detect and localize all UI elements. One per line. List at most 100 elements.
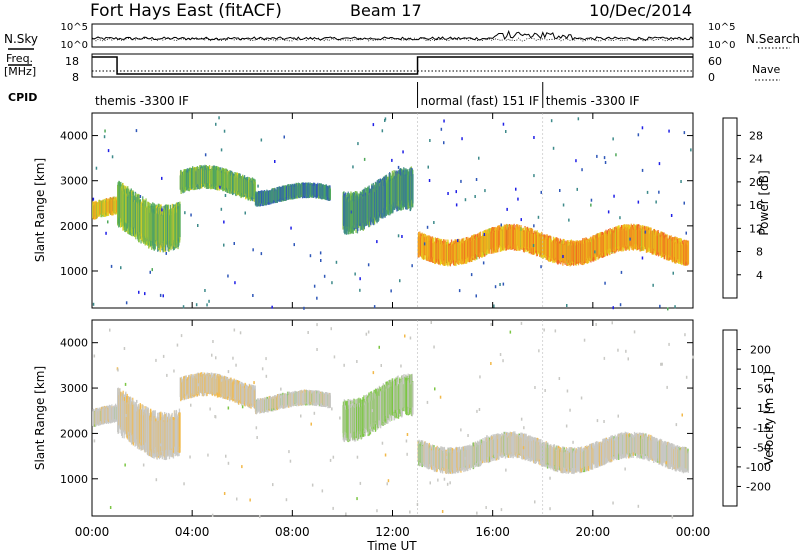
noise-search-label: N.Search (746, 32, 800, 46)
echo-speck (104, 129, 106, 133)
freq-left-tick-low: 8 (72, 71, 79, 84)
echo-speck (384, 117, 387, 121)
echo-speck (683, 201, 685, 205)
echo-speck (319, 251, 322, 255)
echo-speck (227, 274, 229, 278)
echo-speck (537, 215, 540, 219)
y-tick-label: 2000 (60, 220, 88, 233)
echo-speck (680, 180, 682, 183)
echo-cell (412, 381, 414, 415)
echo-speck (502, 122, 505, 126)
freq-right-tick-high: 60 (708, 55, 722, 68)
echo-speck (161, 208, 163, 212)
colorbar-tick-label: 12 (749, 222, 763, 235)
noise-sky-label: N.Sky (4, 32, 38, 46)
echo-speck (562, 203, 565, 207)
echo-speck (257, 184, 259, 188)
echo-speck (590, 203, 592, 207)
site-title: Fort Hays East (fitACF) (90, 1, 282, 21)
echo-speck (219, 185, 221, 189)
echo-speck (493, 304, 495, 308)
echo-speck (474, 195, 476, 198)
echo-speck (372, 123, 375, 127)
echo-cell (412, 174, 414, 204)
echo-speck (590, 198, 593, 202)
echo-speck (443, 141, 445, 145)
echo-speck (151, 268, 153, 272)
echo-speck (596, 154, 598, 158)
echo-speck (637, 200, 640, 204)
echo-speck (517, 197, 519, 201)
echo-speck (354, 272, 356, 276)
echo-speck (604, 161, 607, 164)
cpid-segment-label: normal (fast) 151 IF (421, 94, 540, 108)
echo-speck (220, 148, 223, 152)
echo-speck (620, 270, 623, 274)
echo-speck (423, 242, 426, 246)
echo-speck (125, 301, 128, 305)
beam-label: Beam 17 (350, 1, 422, 20)
freq-left-tick-high: 18 (65, 55, 79, 68)
echo-speck (92, 197, 95, 201)
echo-speck (260, 138, 263, 142)
echo-speck (162, 294, 164, 298)
echo-speck (641, 168, 644, 172)
echo-speck (443, 119, 445, 123)
echo-speck (505, 130, 507, 133)
echo-speck (206, 183, 208, 187)
echo-speck (458, 289, 461, 293)
y-tick-label: 3000 (60, 175, 88, 188)
echo-speck (215, 122, 217, 126)
colorbar-tick-label: 4 (756, 269, 763, 282)
cpid-segment-label: themis -3300 IF (95, 94, 189, 108)
echo-speck (391, 158, 393, 162)
echo-speck (577, 117, 580, 121)
velocity-echoes (92, 321, 695, 519)
echo-speck (373, 305, 376, 309)
echo-speck (197, 224, 199, 227)
echo-speck (619, 216, 621, 220)
echo-speck (92, 302, 95, 306)
echo-speck (234, 281, 236, 285)
echo-speck (206, 303, 208, 307)
echo-cell (179, 412, 181, 453)
freq-trace (92, 56, 693, 75)
echo-speck (455, 203, 458, 207)
y-tick-label: 1000 (60, 265, 88, 278)
echo-speck (612, 137, 614, 141)
freq-label-2: [MHz] (4, 65, 36, 78)
echo-speck (204, 289, 206, 292)
echo-speck (313, 284, 316, 288)
echo-speck (615, 153, 617, 157)
echo-speck (482, 261, 485, 265)
echo-speck (646, 190, 649, 194)
echo-speck (520, 218, 522, 222)
echo-speck (483, 233, 486, 236)
echo-speck (320, 259, 322, 262)
echo-speck (659, 304, 661, 308)
echo-speck (274, 160, 276, 163)
echo-speck (103, 135, 106, 139)
cpid-segment-label: themis -3300 IF (546, 94, 640, 108)
echo-speck (540, 190, 542, 194)
echo-speck (575, 159, 577, 163)
echo-speck (690, 148, 692, 152)
echo-cell (254, 385, 256, 405)
echo-speck (390, 289, 392, 293)
echo-speck (290, 226, 292, 230)
echo-speck (359, 288, 361, 292)
echo-speck (397, 234, 400, 238)
echo-speck (411, 264, 413, 268)
echo-speck (464, 198, 467, 202)
echo-speck (619, 303, 622, 307)
echo-speck (478, 156, 480, 160)
echo-speck (260, 252, 263, 256)
echo-speck (670, 214, 673, 217)
noise-right-tick-low: 10^0 (708, 40, 735, 51)
echo-speck (204, 153, 207, 157)
echo-speck (652, 283, 654, 287)
echo-speck (105, 231, 107, 235)
